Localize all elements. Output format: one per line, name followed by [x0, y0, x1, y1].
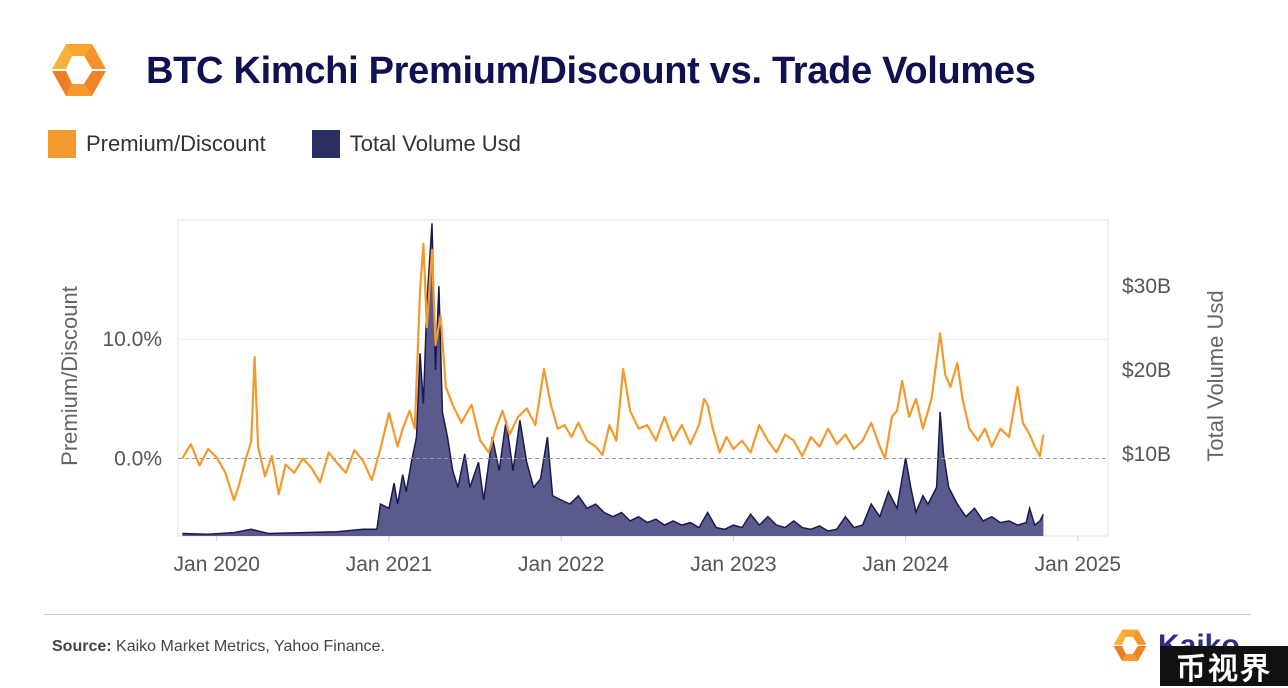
footer-divider: [44, 614, 1251, 615]
x-tick-label: Jan 2020: [174, 553, 260, 576]
x-tick-label: Jan 2023: [690, 553, 776, 576]
kaiko-logo: [52, 44, 106, 96]
chart: Jan 2020 Jan 2021 Jan 2022 Jan 2023 Jan 2024…: [57, 219, 1228, 576]
chart-legend: Premium/Discount Total Volume Usd: [48, 130, 567, 158]
legend-swatch-premium: [48, 130, 76, 158]
x-tick-label: Jan 2021: [346, 553, 432, 576]
plot-frame: [177, 219, 1109, 537]
y2-tick-label: $20B: [1122, 359, 1171, 382]
brand-logo-icon: [1113, 629, 1147, 662]
y-tick-label: 0.0%: [114, 447, 162, 470]
y2-tick-label: $30B: [1122, 275, 1171, 298]
series-volume-line: [182, 223, 1045, 536]
x-tick-label: Jan 2025: [1035, 553, 1121, 576]
source-text: Kaiko Market Metrics, Yahoo Finance.: [116, 638, 385, 655]
chart-title: BTC Kimchi Premium/Discount vs. Trade Vo…: [146, 50, 1036, 92]
source-label: Source:: [52, 638, 112, 655]
series-volume-area: [182, 223, 1044, 536]
y-tick-label: 10.0%: [102, 328, 162, 351]
watermark-badge: 币视界: [1160, 646, 1288, 686]
y-axis-label: Premium/Discount: [57, 286, 82, 466]
legend-label-premium: Premium/Discount: [86, 131, 266, 156]
legend-item-premium: Premium/Discount: [48, 130, 266, 158]
legend-swatch-volume: [311, 130, 340, 158]
y2-axis-label: Total Volume Usd: [1203, 290, 1228, 461]
legend-label-volume: Total Volume Usd: [349, 131, 521, 156]
series-premium-line: [181, 242, 1045, 502]
source-note: Source: Kaiko Market Metrics, Yahoo Fina…: [52, 638, 385, 656]
x-tick-label: Jan 2024: [862, 553, 949, 576]
x-tick-label: Jan 2022: [518, 553, 604, 576]
y2-tick-label: $10B: [1122, 443, 1171, 466]
legend-item-volume: Total Volume Usd: [311, 130, 521, 158]
